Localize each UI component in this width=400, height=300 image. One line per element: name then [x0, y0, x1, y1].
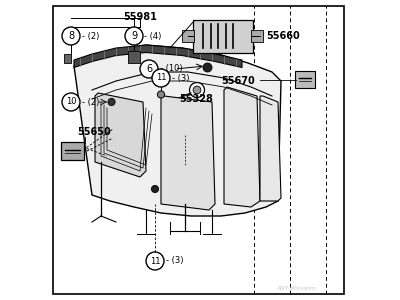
Polygon shape: [224, 87, 260, 207]
Text: - (10): - (10): [160, 64, 182, 74]
Text: - (2): - (2): [82, 98, 99, 106]
Circle shape: [125, 27, 143, 45]
Circle shape: [152, 69, 170, 87]
Circle shape: [203, 63, 212, 72]
FancyBboxPatch shape: [192, 20, 252, 52]
Text: 8: 8: [68, 31, 74, 41]
Text: - (2): - (2): [82, 32, 99, 40]
Circle shape: [190, 82, 204, 98]
Text: - (3): - (3): [166, 256, 183, 266]
Polygon shape: [95, 93, 146, 177]
Circle shape: [146, 252, 164, 270]
Polygon shape: [74, 45, 242, 68]
Text: - (3): - (3): [172, 74, 189, 82]
Polygon shape: [161, 96, 215, 210]
Text: 10: 10: [66, 98, 76, 106]
Circle shape: [193, 86, 201, 94]
Text: 55328: 55328: [179, 94, 213, 104]
Text: - (4): - (4): [144, 32, 162, 40]
Text: 55981: 55981: [123, 11, 157, 22]
Bar: [182, 30, 194, 42]
Bar: [64, 54, 71, 63]
Circle shape: [140, 60, 158, 78]
Bar: [251, 30, 263, 42]
Circle shape: [62, 27, 80, 45]
Text: 55650: 55650: [77, 127, 111, 137]
Text: 11: 11: [150, 256, 160, 266]
FancyBboxPatch shape: [61, 142, 84, 160]
Text: 11: 11: [156, 74, 166, 82]
Circle shape: [62, 93, 80, 111]
FancyBboxPatch shape: [295, 71, 315, 88]
Text: 6: 6: [146, 64, 152, 74]
Text: 55660: 55660: [266, 31, 300, 41]
Polygon shape: [260, 96, 281, 201]
Text: 9: 9: [131, 31, 137, 41]
Circle shape: [158, 91, 165, 98]
Bar: [128, 51, 140, 63]
Circle shape: [151, 185, 159, 193]
Text: ANT-Windom: ANT-Windom: [276, 286, 316, 290]
Circle shape: [108, 98, 115, 106]
Polygon shape: [74, 45, 281, 216]
Text: 55670: 55670: [221, 76, 255, 86]
